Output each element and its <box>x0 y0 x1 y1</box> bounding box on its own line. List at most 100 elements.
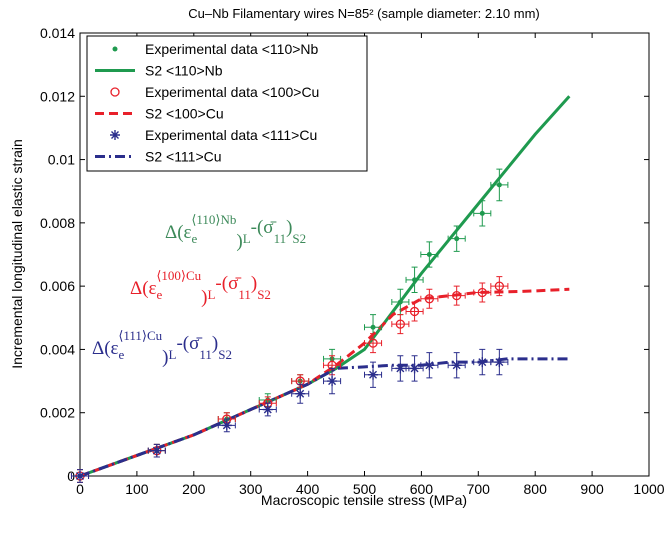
error-bar-x <box>490 283 509 290</box>
annotation-part: ) <box>286 217 292 238</box>
annotation-part: ) <box>201 287 207 308</box>
data-point <box>395 319 405 329</box>
error-bar-x <box>323 362 342 369</box>
annotation-part: 11 <box>238 287 251 302</box>
x-tick-label: 100 <box>125 481 149 497</box>
annotation-part: Δ(ε <box>130 278 157 299</box>
x-tick-label: 0 <box>76 481 84 497</box>
data-point <box>454 236 460 242</box>
error-bar-x <box>420 295 439 302</box>
legend-label: Experimental data <111>Cu <box>145 127 317 143</box>
annotation-part: S2 <box>292 231 306 246</box>
data-point <box>451 360 462 371</box>
data-point <box>409 306 420 317</box>
data-point <box>452 290 462 301</box>
legend-label: Experimental data <100>Cu <box>145 84 319 100</box>
error-bar-x <box>391 321 410 328</box>
data-point <box>426 252 432 257</box>
x-tick-label: 500 <box>353 481 377 497</box>
legend-marker <box>110 130 120 140</box>
x-axis-label: Macroscopic tensile stress (MPa) <box>261 492 467 508</box>
data-point <box>477 287 487 298</box>
annotation-part: e <box>192 231 198 246</box>
annotation-part: L <box>169 347 177 362</box>
annotation: Δ(εe⟨111⟩Cu)L-(σ̄11)S2 <box>92 328 232 368</box>
annotation-part: 11 <box>199 347 212 362</box>
data-point <box>479 210 485 216</box>
legend-marker <box>110 87 120 97</box>
data-point <box>397 299 403 305</box>
annotation-part: L <box>207 287 215 302</box>
annotation: Δ(εe⟨100⟩Cu)L-(σ̄11)S2 <box>130 268 271 308</box>
error-bar-x <box>364 340 383 347</box>
y-axis-label: Incremental longitudinal elastic strain <box>9 139 25 369</box>
error-bar-x <box>405 308 424 315</box>
chart-title: Cu–Nb Filamentary wires N=85² (sample di… <box>188 6 539 21</box>
data-point <box>424 360 435 371</box>
x-tick-label: 1000 <box>633 481 664 497</box>
data-point <box>221 420 232 431</box>
x-tick-label: 900 <box>580 481 604 497</box>
legend-label: S2 <110>Nb <box>145 63 223 79</box>
annotation-part: ⟨111⟩Cu <box>118 328 162 343</box>
data-point <box>370 324 376 330</box>
annotation-part: 11 <box>274 231 287 246</box>
data-point <box>424 294 435 304</box>
plot-frame <box>79 32 650 477</box>
data-point <box>494 357 505 368</box>
data-point <box>412 277 418 283</box>
x-tick-label: 400 <box>296 481 320 497</box>
error-bar-x <box>447 292 466 299</box>
x-tick-label: 300 <box>239 481 263 497</box>
legend-label: S2 <111>Cu <box>145 149 222 165</box>
legend-label: Experimental data <110>Nb <box>145 41 319 57</box>
annotation-part: -(σ̄ <box>176 333 202 354</box>
data-point <box>327 376 338 387</box>
legend-label: S2 <100>Cu <box>145 106 224 122</box>
annotation-part: ) <box>212 333 218 354</box>
data-point <box>262 404 273 415</box>
series-line <box>79 287 570 478</box>
y-tick-label: 0.002 <box>40 405 75 421</box>
data-point <box>496 182 502 188</box>
x-tick-label: 800 <box>524 481 548 497</box>
annotation-part: ) <box>162 347 168 368</box>
annotation-part: -(σ̄ <box>215 273 241 294</box>
error-bar-x <box>291 378 310 385</box>
annotation-part: S2 <box>218 347 232 362</box>
annotation: Δ(εe⟨110⟩Nb)L-(σ̄11)S2 <box>165 212 306 252</box>
annotation-part: S2 <box>257 287 271 302</box>
x-tick-label: 700 <box>467 481 491 497</box>
data-point <box>368 338 378 348</box>
data-point <box>75 471 85 481</box>
annotation-part: ) <box>236 231 242 252</box>
y-tick-label: 0.006 <box>40 278 75 294</box>
data-point <box>295 388 306 399</box>
annotation-part: ⟨110⟩Nb <box>191 212 236 227</box>
y-tick-label: 0.012 <box>40 88 75 104</box>
data-point <box>151 445 162 456</box>
x-tick-label: 600 <box>410 481 434 497</box>
error-bar-x <box>473 289 492 296</box>
data-point <box>494 281 505 291</box>
legend-marker <box>112 46 118 52</box>
annotation-part: ) <box>251 273 257 294</box>
data-point <box>477 357 488 368</box>
annotation-part: Δ(ε <box>92 338 119 359</box>
legend-box <box>86 35 368 172</box>
annotation-part: L <box>243 231 251 246</box>
annotation-part: e <box>119 347 125 362</box>
x-tick-label: 200 <box>182 481 206 497</box>
annotation-part: -(σ̄ <box>251 217 277 238</box>
data-point <box>368 369 379 380</box>
annotation-part: ⟨100⟩Cu <box>156 268 201 283</box>
annotation-part: Δ(ε <box>165 222 192 243</box>
data-point <box>395 363 406 374</box>
annotation-part: e <box>157 287 163 302</box>
data-point <box>409 363 420 374</box>
y-tick-label: 0.004 <box>40 341 75 357</box>
y-tick-label: 0.014 <box>40 25 75 41</box>
y-tick-label: 0.01 <box>48 152 75 168</box>
y-tick-label: 0.008 <box>40 215 75 231</box>
